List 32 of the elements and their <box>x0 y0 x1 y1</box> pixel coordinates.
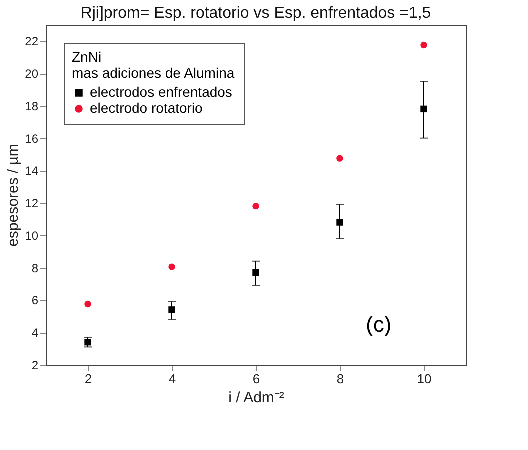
point <box>252 269 260 276</box>
x-tick-label: 8 <box>336 372 344 386</box>
x-tick-label: 4 <box>168 372 176 386</box>
point <box>336 219 344 226</box>
y-tick-label: 10 <box>25 228 39 243</box>
point <box>84 300 92 308</box>
y-tick-label: 6 <box>32 294 39 308</box>
point <box>420 106 428 113</box>
point <box>168 306 176 314</box>
y-tick-label: 14 <box>25 164 39 178</box>
point <box>168 264 176 270</box>
y-tick-label: 12 <box>25 196 39 211</box>
y-axis-title: espesores / µm <box>5 144 22 247</box>
y-tick-label: 22 <box>25 34 39 49</box>
legend-label: electrodos enfrentados <box>90 84 232 100</box>
legend-label: electrodo rotatorio <box>90 100 204 116</box>
x-tick-label: 10 <box>417 372 432 386</box>
y-tick-label: 18 <box>25 99 39 114</box>
x-tick-label: 2 <box>84 372 92 386</box>
y-tick-label: 4 <box>32 326 39 340</box>
x-axis-title: i / Adm⁻² <box>228 390 284 406</box>
point <box>420 42 428 49</box>
point <box>84 338 92 346</box>
y-tick-label: 16 <box>25 132 39 146</box>
annotation: (c) <box>366 312 392 337</box>
point <box>252 202 260 210</box>
x-tick-label: 6 <box>252 372 260 386</box>
y-tick-label: 2 <box>32 358 39 372</box>
y-tick-label: 20 <box>25 67 39 82</box>
y-tick-label: 8 <box>32 261 39 276</box>
chart-title: Rji]prom= Esp. rotatorio vs Esp. enfrentados =1,5 <box>80 5 432 22</box>
point <box>336 155 344 162</box>
